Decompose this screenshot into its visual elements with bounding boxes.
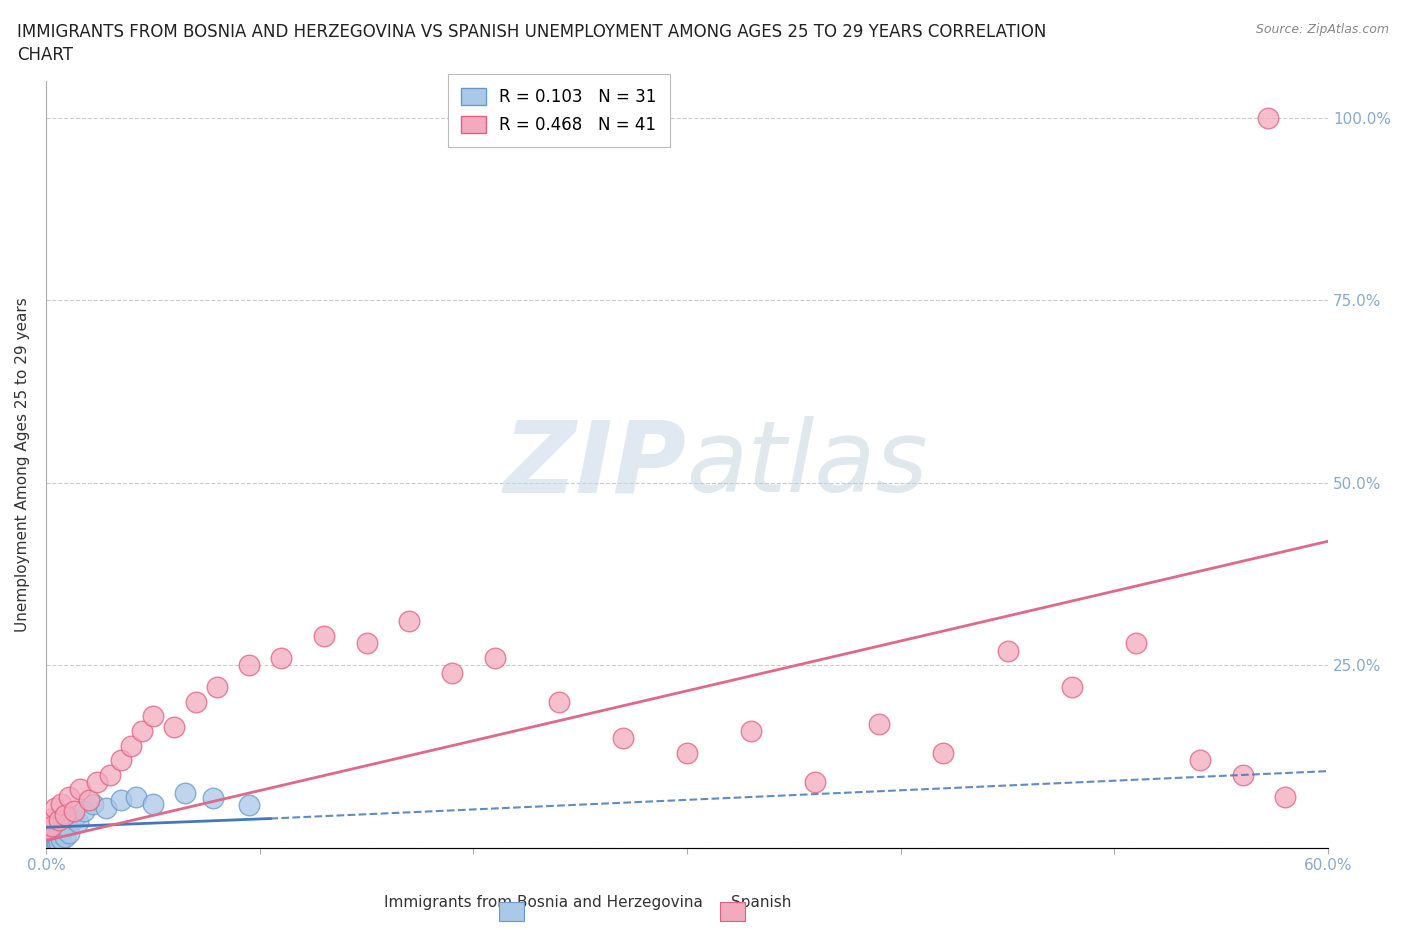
Text: ZIP: ZIP (505, 416, 688, 513)
Point (184, 695, 207, 710)
Point (69, 782, 91, 797)
Point (125, 790, 148, 804)
Point (238, 798, 260, 813)
Point (58, 826, 80, 841)
Point (1232, 767, 1254, 782)
Y-axis label: Unemployment Among Ages 25 to 29 years: Unemployment Among Ages 25 to 29 years (15, 298, 30, 632)
Point (37, 833, 59, 848)
Point (205, 680, 228, 695)
Point (173, 786, 195, 801)
Point (1274, 790, 1296, 804)
Point (39, 834, 62, 849)
Point (44, 800, 66, 815)
Point (110, 793, 132, 808)
Point (73, 804, 96, 818)
Point (547, 695, 569, 710)
Point (56, 818, 79, 833)
Point (270, 651, 292, 666)
Point (41, 818, 63, 833)
Point (1125, 636, 1147, 651)
Point (676, 746, 699, 761)
Point (77, 793, 100, 808)
Text: IMMIGRANTS FROM BOSNIA AND HERZEGOVINA VS SPANISH UNEMPLOYMENT AMONG AGES 25 TO : IMMIGRANTS FROM BOSNIA AND HERZEGOVINA V… (17, 23, 1046, 41)
Point (356, 636, 378, 651)
Text: CHART: CHART (17, 46, 73, 64)
Point (804, 775, 827, 790)
Point (37, 822, 59, 837)
Point (48, 826, 70, 841)
Point (45, 830, 67, 844)
Text: Source: ZipAtlas.com: Source: ZipAtlas.com (1256, 23, 1389, 36)
Point (238, 658, 260, 672)
Point (997, 644, 1019, 658)
Point (37, 837, 59, 852)
Point (1060, 680, 1083, 695)
Point (48, 813, 70, 828)
Point (39, 830, 62, 844)
Text: atlas: atlas (688, 416, 929, 513)
Point (1188, 752, 1211, 767)
Point (440, 665, 463, 680)
Point (44, 827, 66, 842)
Point (41, 826, 63, 841)
Legend: R = 0.103   N = 31, R = 0.468   N = 41: R = 0.103 N = 31, R = 0.468 N = 41 (447, 74, 671, 148)
Point (868, 716, 890, 731)
Point (52, 822, 75, 837)
Point (740, 724, 762, 738)
Point (131, 724, 153, 738)
Point (86, 775, 108, 790)
Point (45, 834, 67, 849)
Point (932, 746, 955, 761)
Point (41, 831, 63, 846)
Point (163, 720, 186, 735)
Point (94, 800, 117, 815)
Point (49, 796, 72, 811)
Point (120, 738, 142, 753)
Point (62, 804, 84, 818)
Point (53, 830, 76, 844)
Point (201, 790, 224, 805)
Point (58, 790, 80, 804)
Point (48, 836, 70, 851)
Point (484, 651, 506, 666)
Point (142, 709, 165, 724)
Point (398, 614, 420, 629)
Point (39, 811, 62, 826)
Point (39, 838, 62, 853)
Point (44, 838, 66, 853)
Point (1257, 111, 1279, 126)
Point (82, 796, 104, 811)
Point (612, 731, 634, 746)
Point (53, 807, 76, 822)
Point (110, 752, 132, 767)
Point (44, 833, 66, 848)
Point (62, 811, 84, 826)
Point (312, 629, 335, 644)
Point (49, 831, 72, 846)
Point (98, 767, 121, 782)
Point (142, 796, 165, 811)
Text: Immigrants from Bosnia and Herzegovina: Immigrants from Bosnia and Herzegovina (384, 895, 703, 910)
Point (41, 837, 63, 852)
Point (66, 815, 89, 830)
Text: Spanish: Spanish (731, 895, 792, 910)
